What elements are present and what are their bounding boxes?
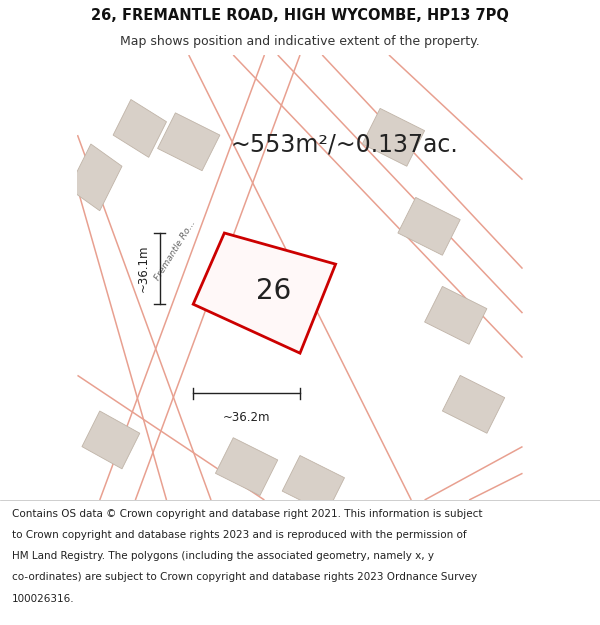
Text: Fremantle Ro...: Fremantle Ro... xyxy=(153,219,197,282)
Polygon shape xyxy=(82,411,140,469)
Polygon shape xyxy=(113,99,167,158)
Text: HM Land Registry. The polygons (including the associated geometry, namely x, y: HM Land Registry. The polygons (includin… xyxy=(12,551,434,561)
Polygon shape xyxy=(215,438,278,496)
Text: ~553m²/~0.137ac.: ~553m²/~0.137ac. xyxy=(230,132,458,156)
Text: to Crown copyright and database rights 2023 and is reproduced with the permissio: to Crown copyright and database rights 2… xyxy=(12,530,467,540)
Text: ~36.1m: ~36.1m xyxy=(137,245,150,292)
Polygon shape xyxy=(442,376,505,433)
Text: 26: 26 xyxy=(256,277,291,305)
Text: Map shows position and indicative extent of the property.: Map shows position and indicative extent… xyxy=(120,35,480,48)
Polygon shape xyxy=(68,144,122,211)
Text: co-ordinates) are subject to Crown copyright and database rights 2023 Ordnance S: co-ordinates) are subject to Crown copyr… xyxy=(12,572,477,582)
Polygon shape xyxy=(362,108,425,166)
Polygon shape xyxy=(193,233,335,353)
Polygon shape xyxy=(425,286,487,344)
Polygon shape xyxy=(158,113,220,171)
Text: 100026316.: 100026316. xyxy=(12,594,74,604)
Polygon shape xyxy=(282,456,344,513)
Text: 26, FREMANTLE ROAD, HIGH WYCOMBE, HP13 7PQ: 26, FREMANTLE ROAD, HIGH WYCOMBE, HP13 7… xyxy=(91,8,509,23)
Polygon shape xyxy=(398,198,460,255)
Text: Contains OS data © Crown copyright and database right 2021. This information is : Contains OS data © Crown copyright and d… xyxy=(12,509,482,519)
Text: ~36.2m: ~36.2m xyxy=(223,411,271,424)
